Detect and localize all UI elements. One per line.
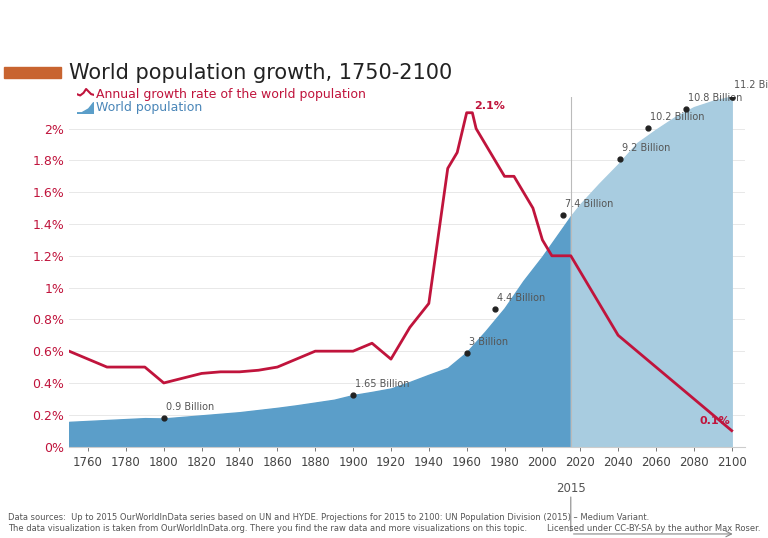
Text: 4.4 Billion: 4.4 Billion [497, 293, 545, 303]
Text: Annual growth rate of the world population: Annual growth rate of the world populati… [96, 88, 366, 101]
Text: 1.65 Billion: 1.65 Billion [355, 379, 409, 388]
Text: 2015: 2015 [556, 482, 586, 494]
Text: World population growth, 1750-2100: World population growth, 1750-2100 [69, 63, 452, 83]
Text: 2.1%: 2.1% [475, 101, 505, 111]
Text: Our World: Our World [7, 29, 58, 38]
Text: The data visualization is taken from OurWorldInData.org. There you find the raw : The data visualization is taken from Our… [8, 523, 527, 533]
Text: 0.1%: 0.1% [699, 416, 730, 426]
Bar [4, 67, 61, 78]
Text: Licensed under CC-BY-SA by the author Max Roser.: Licensed under CC-BY-SA by the author Ma… [547, 523, 760, 533]
Polygon shape [77, 102, 94, 114]
Text: Data sources:  Up to 2015 OurWorldInData series based on UN and HYDE. Projection: Data sources: Up to 2015 OurWorldInData … [8, 513, 649, 522]
Text: 0.9 Billion: 0.9 Billion [166, 402, 214, 412]
Text: 10.2 Billion: 10.2 Billion [650, 112, 705, 122]
Text: in Data: in Data [14, 47, 51, 56]
Text: 11.2 Billion: 11.2 Billion [733, 81, 768, 90]
Text: 10.8 Billion: 10.8 Billion [688, 93, 743, 103]
Text: 9.2 Billion: 9.2 Billion [622, 143, 670, 153]
Text: 3 Billion: 3 Billion [468, 336, 508, 346]
Text: World population: World population [96, 101, 202, 114]
Text: 7.4 Billion: 7.4 Billion [565, 199, 614, 209]
